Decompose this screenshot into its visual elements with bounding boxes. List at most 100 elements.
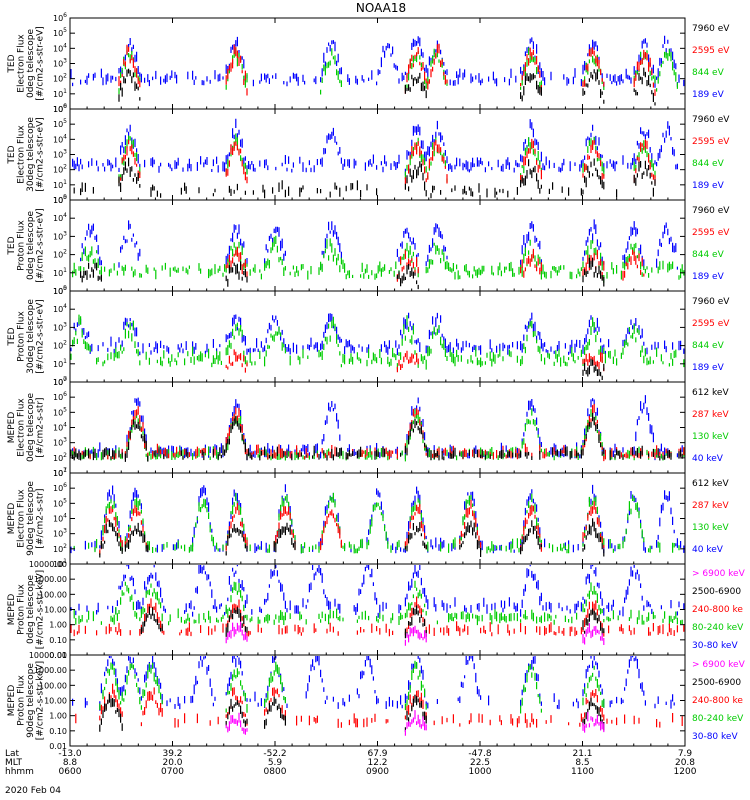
panel-8-ytick-label: 10000.00 <box>29 651 67 660</box>
x-row-mlt-value: 5.9 <box>268 758 283 768</box>
panel-3-series-4-marks <box>80 257 605 290</box>
panel-2-ytick-label: 101 <box>53 179 67 190</box>
tick-exponent: 4 <box>63 42 67 49</box>
panel-3-ylabel-line-1: TED <box>7 236 17 255</box>
panel-6-legend-entry: 612 keV <box>692 479 729 489</box>
panel-7-ytick-label: 1.00 <box>49 621 67 630</box>
panel-2-legend-entry: 844 eV <box>692 159 725 169</box>
panel-7: 0.01 0.10 1.00 10.00 100.00 1000.00 10000.00 ME… <box>7 560 746 660</box>
panel-7-ylabel-line-3: 0deg telescope <box>26 575 36 645</box>
panel-7-series-5 <box>225 621 605 646</box>
panel-2-series-4-marks <box>73 157 656 199</box>
panel-4-series-2-marks <box>70 314 685 370</box>
panel-6-series-2-marks <box>73 492 680 555</box>
tick-exponent: 0 <box>63 103 67 110</box>
x-row-title-mlt: MLT <box>5 758 23 768</box>
tick-exponent: 4 <box>63 513 67 520</box>
panel-7-series-5-marks <box>225 621 605 646</box>
panel-6-ylabel-line-2: Electron Flux <box>17 489 27 548</box>
tick-exponent: 5 <box>63 194 67 201</box>
panel-4-ytick-label: 103 <box>53 321 67 332</box>
tick-exponent: 0 <box>63 376 67 383</box>
panel-2-series-2 <box>118 133 656 183</box>
tick-exponent: 7 <box>63 467 67 474</box>
panel-4-ytick-label: 105 <box>53 285 67 296</box>
panel-5-legend-entry: 612 keV <box>692 388 729 398</box>
tick-exponent: 3 <box>63 58 67 65</box>
tick-exponent: 3 <box>63 437 67 444</box>
panel-3-ytick-label: 100 <box>53 285 67 296</box>
panel-1-ylabel-line-4: [#/cm2-s-str-eV] <box>36 26 46 101</box>
panel-6-series-1 <box>70 484 685 554</box>
panel-2-ylabel-line-1: TED <box>7 145 17 164</box>
panel-4-series-4 <box>582 358 605 380</box>
panel-3-legend-entry: 7960 eV <box>692 206 730 216</box>
x-row-mlt-value: 8.8 <box>63 758 78 768</box>
x-row-hhmm-value: 0700 <box>161 767 184 777</box>
panel-2-series-1 <box>72 118 678 176</box>
panel-4-ytick-label: 101 <box>53 358 67 369</box>
panel-8-series-2-marks <box>99 660 605 714</box>
panel-6-legend-entry: 287 keV <box>692 501 729 511</box>
panel-6-ytick-label: 106 <box>53 482 67 493</box>
panel-3-ylabel-line-4: [#/cm2-s-str-eV] <box>36 208 46 283</box>
tick-exponent: 3 <box>63 230 67 237</box>
panel-4-ytick-label: 100 <box>53 376 67 387</box>
panel-1-ytick-label: 104 <box>53 42 67 53</box>
panel-3-ylabel-line-2: Proton Flux <box>17 220 27 271</box>
panel-8-legend-entry: 240-800 ke <box>692 696 743 706</box>
x-row-hhmm-value: 0900 <box>366 767 389 777</box>
panel-8-ylabel-line-2: Proton Flux <box>17 675 27 726</box>
tick-exponent: 2 <box>63 73 67 80</box>
tick-exponent: 2 <box>63 452 67 459</box>
panel-3-ytick-label: 103 <box>53 230 67 241</box>
panel-5-legend-entry: 287 keV <box>692 410 729 420</box>
panel-2-series-1-marks <box>72 118 678 176</box>
panel-6-ylabel-line-4: [#/cm2-s-str] <box>36 488 46 548</box>
panel-5-ylabel-line-3: 0deg telescope <box>26 393 36 463</box>
tick-exponent: 1 <box>63 558 67 565</box>
panel-1-series-4 <box>118 67 656 106</box>
panel-6-ytick-label: 102 <box>53 543 67 554</box>
panel-4-legend-entry: 189 eV <box>692 363 725 373</box>
x-row-title-hhmm: hhmm <box>5 767 34 777</box>
x-row-hhmm-value: 0800 <box>264 767 287 777</box>
x-row-lat-value: 7.9 <box>678 749 693 759</box>
panel-4-ylabel-line-4: [#/cm2-s-str-eV] <box>36 299 46 374</box>
panel-6-series-2 <box>73 492 680 555</box>
panel-3-series-3 <box>225 246 645 282</box>
tick-exponent: 5 <box>63 285 67 292</box>
x-row-lat-value: 39.2 <box>162 749 182 759</box>
panel-8-ylabel-line-1: MEPED <box>7 685 17 717</box>
panel-1-ylabel-line-1: TED <box>7 54 17 73</box>
panel-8-series-1 <box>72 656 675 711</box>
panel-2-series-3 <box>118 138 656 185</box>
panel-7-series-2 <box>73 580 683 626</box>
panel-1-legend-entry: 844 eV <box>692 68 725 78</box>
panel-7-ytick-label: 100.00 <box>39 590 67 599</box>
tick-exponent: 3 <box>63 321 67 328</box>
panel-7-ylabel-line-2: Proton Flux <box>17 584 27 635</box>
panel-7-series-3-marks <box>70 596 685 638</box>
panel-4-ylabel-line-1: TED <box>7 327 17 346</box>
tick-exponent: 1 <box>63 88 67 95</box>
panel-8-ytick-label: 0.01 <box>49 742 67 751</box>
panel-8-ytick-label: 10.00 <box>44 697 67 706</box>
panel-2-series-2-marks <box>118 133 656 183</box>
panel-4-series-1 <box>70 312 685 356</box>
panel-1-ylabel-line-3: 0deg telescope <box>26 29 36 99</box>
panel-4-series-3-marks <box>225 349 605 373</box>
panel-3-series-1-marks <box>80 219 678 270</box>
x-row-hhmm-value: 1200 <box>674 767 697 777</box>
panel-2-series-4 <box>73 157 656 199</box>
date-label: 2020 Feb 04 <box>5 786 61 796</box>
panel-8-series-4 <box>99 694 605 732</box>
tick-exponent: 0 <box>63 194 67 201</box>
panel-1-ytick-label: 105 <box>53 27 67 38</box>
tick-exponent: 4 <box>63 303 67 310</box>
tick-exponent: 7 <box>63 376 67 383</box>
panel-1-legend-entry: 7960 eV <box>692 24 730 34</box>
